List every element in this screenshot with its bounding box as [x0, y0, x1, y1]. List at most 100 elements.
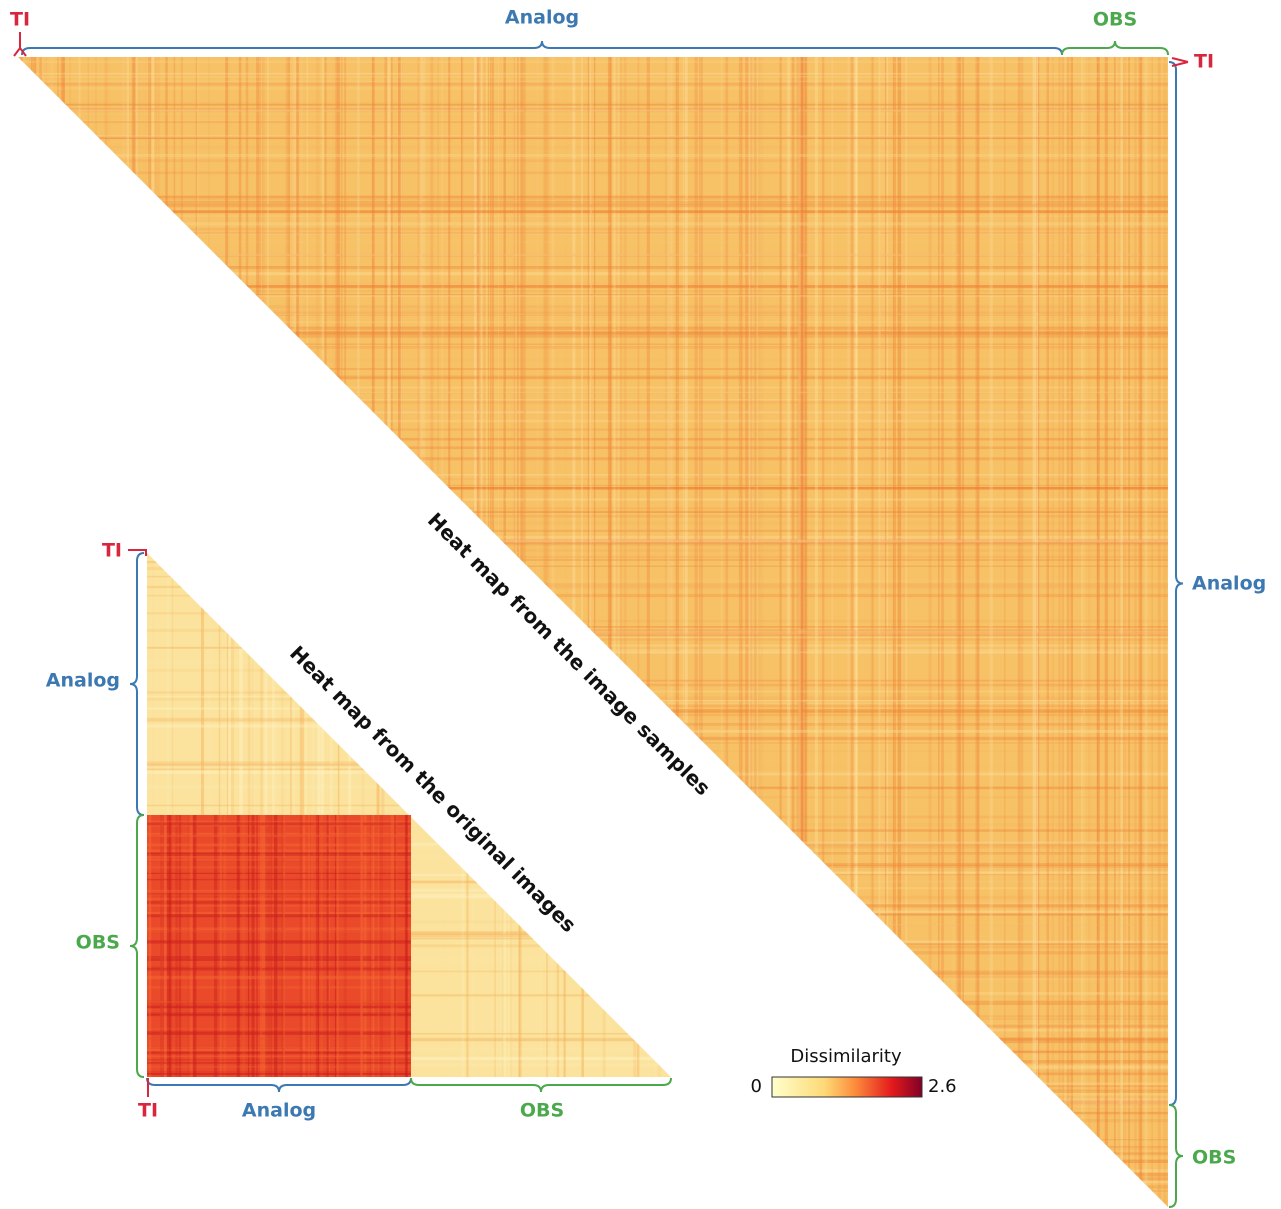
texture-stripe — [18, 159, 1168, 163]
texture-stripe — [18, 542, 1168, 544]
label-ti: TI — [102, 540, 122, 562]
texture-stripe — [147, 1049, 411, 1053]
texture-stripe — [518, 553, 521, 1077]
texture-stripe — [1020, 57, 1024, 1207]
texture-stripe — [123, 57, 125, 1207]
texture-stripe — [147, 967, 411, 971]
texture-stripe — [976, 57, 980, 1207]
texture-stripe — [377, 815, 380, 1077]
texture-stripe — [18, 1156, 1168, 1159]
texture-stripe — [18, 75, 1168, 77]
texture-stripe — [147, 1037, 411, 1040]
texture-stripe — [18, 1152, 1168, 1155]
texture-stripe — [147, 940, 411, 942]
texture-stripe — [160, 815, 164, 1077]
texture-stripe — [18, 120, 1168, 123]
texture-stripe — [822, 57, 824, 1207]
texture-stripe — [147, 1049, 411, 1052]
texture-stripe — [147, 1027, 411, 1030]
texture-stripe — [1032, 57, 1036, 1207]
texture-stripe — [147, 1006, 411, 1009]
texture-stripe — [18, 113, 1168, 115]
texture-stripe — [148, 815, 151, 1077]
texture-stripe — [18, 474, 1168, 476]
texture-stripe — [18, 201, 1168, 204]
texture-stripe — [18, 204, 1168, 208]
texture-stripe — [126, 57, 129, 1207]
brace — [129, 814, 145, 1078]
texture-stripe — [18, 1111, 1168, 1115]
texture-stripe — [18, 1169, 1168, 1173]
texture-stripe — [247, 815, 250, 1077]
texture-stripe — [147, 1055, 411, 1058]
texture-stripe — [251, 815, 255, 1077]
texture-stripe — [18, 144, 1168, 146]
texture-stripe — [699, 57, 702, 1207]
texture-stripe — [619, 57, 623, 1207]
texture-stripe — [18, 290, 1168, 293]
texture-stripe — [18, 585, 1168, 589]
texture-stripe — [18, 446, 1168, 450]
texture-stripe — [494, 553, 496, 1077]
texture-stripe — [147, 898, 411, 900]
texture-stripe — [18, 305, 1168, 309]
texture-stripe — [18, 583, 1168, 587]
texture-stripe — [147, 985, 411, 989]
texture-stripe — [405, 815, 408, 1077]
texture-stripe — [147, 696, 671, 698]
texture-stripe — [147, 911, 411, 915]
texture-stripe — [147, 1031, 411, 1035]
texture-stripe — [268, 815, 271, 1077]
texture-stripe — [741, 57, 743, 1207]
texture-stripe — [1095, 57, 1098, 1207]
texture-stripe — [18, 295, 1168, 297]
texture-stripe — [281, 815, 283, 1077]
texture-stripe — [147, 786, 671, 789]
texture-stripe — [147, 858, 411, 861]
texture-stripe — [336, 815, 339, 1077]
texture-stripe — [1163, 57, 1167, 1207]
texture-stripe — [394, 815, 397, 1077]
texture-stripe — [1063, 57, 1067, 1207]
texture-stripe — [131, 57, 135, 1207]
texture-stripe — [881, 57, 885, 1207]
texture-stripe — [941, 57, 944, 1207]
texture-stripe — [18, 103, 1168, 106]
texture-stripe — [18, 332, 1168, 336]
texture-stripe — [1036, 57, 1040, 1207]
texture-stripe — [147, 959, 411, 961]
texture-stripe — [1104, 57, 1108, 1207]
texture-stripe — [1138, 57, 1141, 1207]
ti-marker — [13, 32, 27, 57]
texture-stripe — [609, 57, 612, 1207]
label-obs: OBS — [1093, 9, 1137, 31]
texture-stripe — [395, 815, 398, 1077]
texture-stripe — [60, 57, 64, 1207]
texture-stripe — [18, 294, 1168, 296]
label-obs: OBS — [1192, 1147, 1236, 1169]
texture-stripe — [18, 321, 1168, 324]
texture-stripe — [18, 232, 1168, 234]
texture-stripe — [147, 854, 411, 856]
texture-stripe — [623, 57, 627, 1207]
texture-stripe — [748, 57, 751, 1207]
texture-stripe — [928, 57, 932, 1207]
texture-stripe — [18, 215, 1168, 217]
texture-stripe — [18, 593, 1168, 598]
texture-stripe — [147, 834, 411, 838]
texture-stripe — [891, 57, 893, 1207]
texture-stripe — [147, 724, 671, 728]
texture-stripe — [18, 137, 1168, 139]
texture-stripe — [334, 815, 337, 1077]
texture-stripe — [386, 815, 388, 1077]
texture-stripe — [18, 86, 1168, 90]
texture-stripe — [1144, 57, 1148, 1207]
texture-stripe — [147, 1062, 411, 1064]
texture-stripe — [18, 487, 1168, 490]
texture-stripe — [167, 815, 170, 1077]
texture-stripe — [18, 108, 1168, 110]
texture-stripe — [684, 57, 688, 1207]
texture-stripe — [753, 57, 756, 1207]
texture-stripe — [1061, 57, 1065, 1207]
texture-stripe — [18, 629, 1168, 631]
